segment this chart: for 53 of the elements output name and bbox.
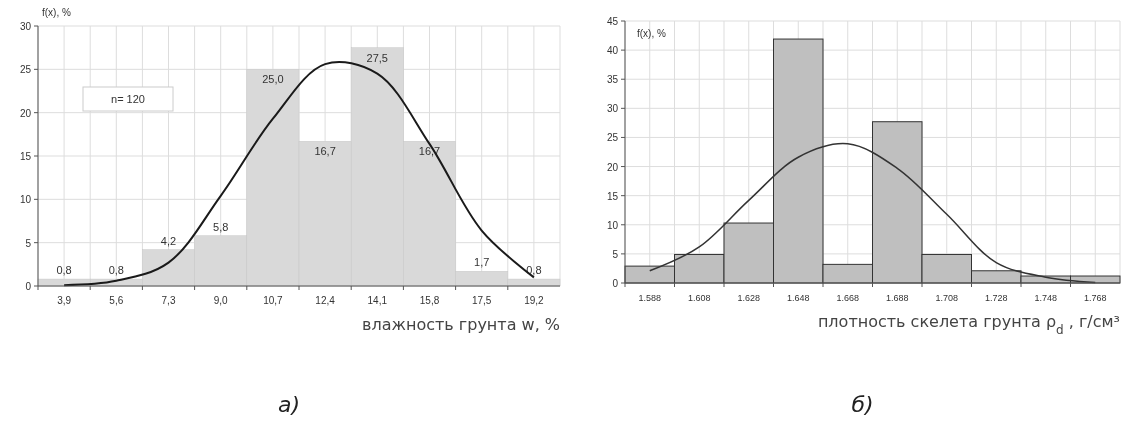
x-tick-label: 15,8 — [419, 295, 440, 306]
x-tick-label: 19,2 — [524, 295, 545, 306]
data-label: 4,2 — [160, 234, 177, 247]
text: а) — [277, 392, 301, 417]
data-label: 27,5 — [366, 51, 389, 64]
y-tick-label: 10 — [19, 194, 32, 206]
data-label: 0,8 — [56, 264, 72, 277]
x-tick-label: 1.608 — [687, 293, 711, 303]
x-tick-label: 1.668 — [836, 293, 860, 303]
y-tick-label: 30 — [19, 21, 32, 32]
y-tick-label: 45 — [606, 16, 619, 27]
x-tick-label: 1.588 — [638, 293, 662, 303]
data-label: 0,8 — [108, 264, 124, 277]
x-tick-label: 12,4 — [315, 295, 336, 306]
x-tick-label: 1.708 — [935, 293, 959, 303]
data-label: 5,8 — [213, 220, 229, 233]
x-tick-label: 7,3 — [161, 295, 176, 306]
y-tick-label: 30 — [606, 103, 619, 115]
y-tick-label: 15 — [606, 190, 619, 202]
x-axis-title: влажность грунта w, % — [362, 315, 560, 334]
y-tick-label: 20 — [19, 107, 32, 119]
y-tick-label: 5 — [612, 248, 619, 260]
y-tick-label: 0 — [612, 278, 619, 289]
x-tick-label: 10,7 — [263, 295, 284, 306]
x-tick-label: 1.648 — [786, 293, 810, 303]
y-tick-label: 0 — [25, 281, 32, 292]
data-label: 25,0 — [262, 73, 284, 86]
text-box: n= 120 — [82, 86, 174, 112]
y-tick-label: 15 — [19, 151, 32, 162]
y-axis-title: f(x), % — [42, 7, 71, 18]
x-tick-label: 1.728 — [984, 293, 1008, 303]
y-tick-label: 10 — [606, 219, 619, 231]
text: б) — [851, 392, 874, 417]
x-axis-title: плотность скелета грунта ρ$_{d}$ , г/см³ — [817, 312, 1120, 337]
x-tick-label: 1.748 — [1034, 293, 1058, 303]
x-tick-label: 5,6 — [109, 295, 124, 306]
x-tick-label: 1.768 — [1083, 293, 1107, 303]
x-tick-label: 14,1 — [367, 295, 388, 306]
y-tick-label: 25 — [606, 132, 619, 144]
y-tick-label: 5 — [25, 237, 32, 249]
x-tick-label: 17,5 — [471, 295, 492, 306]
y-tick-label: 35 — [606, 74, 619, 86]
data-label: 1,7 — [474, 256, 490, 269]
x-tick-label: 1.628 — [737, 293, 761, 303]
y-tick-label: 20 — [606, 161, 619, 173]
x-tick-label: 9,0 — [213, 295, 229, 306]
y-tick-label: 40 — [606, 45, 619, 57]
annotation: n= 120 — [111, 93, 145, 105]
x-tick-label: 1.688 — [885, 293, 909, 303]
y-tick-label: 25 — [19, 64, 32, 76]
x-tick-label: 3,9 — [57, 295, 72, 306]
data-label: 16,7 — [314, 145, 336, 158]
y-axis-title: f(x), % — [637, 28, 666, 39]
